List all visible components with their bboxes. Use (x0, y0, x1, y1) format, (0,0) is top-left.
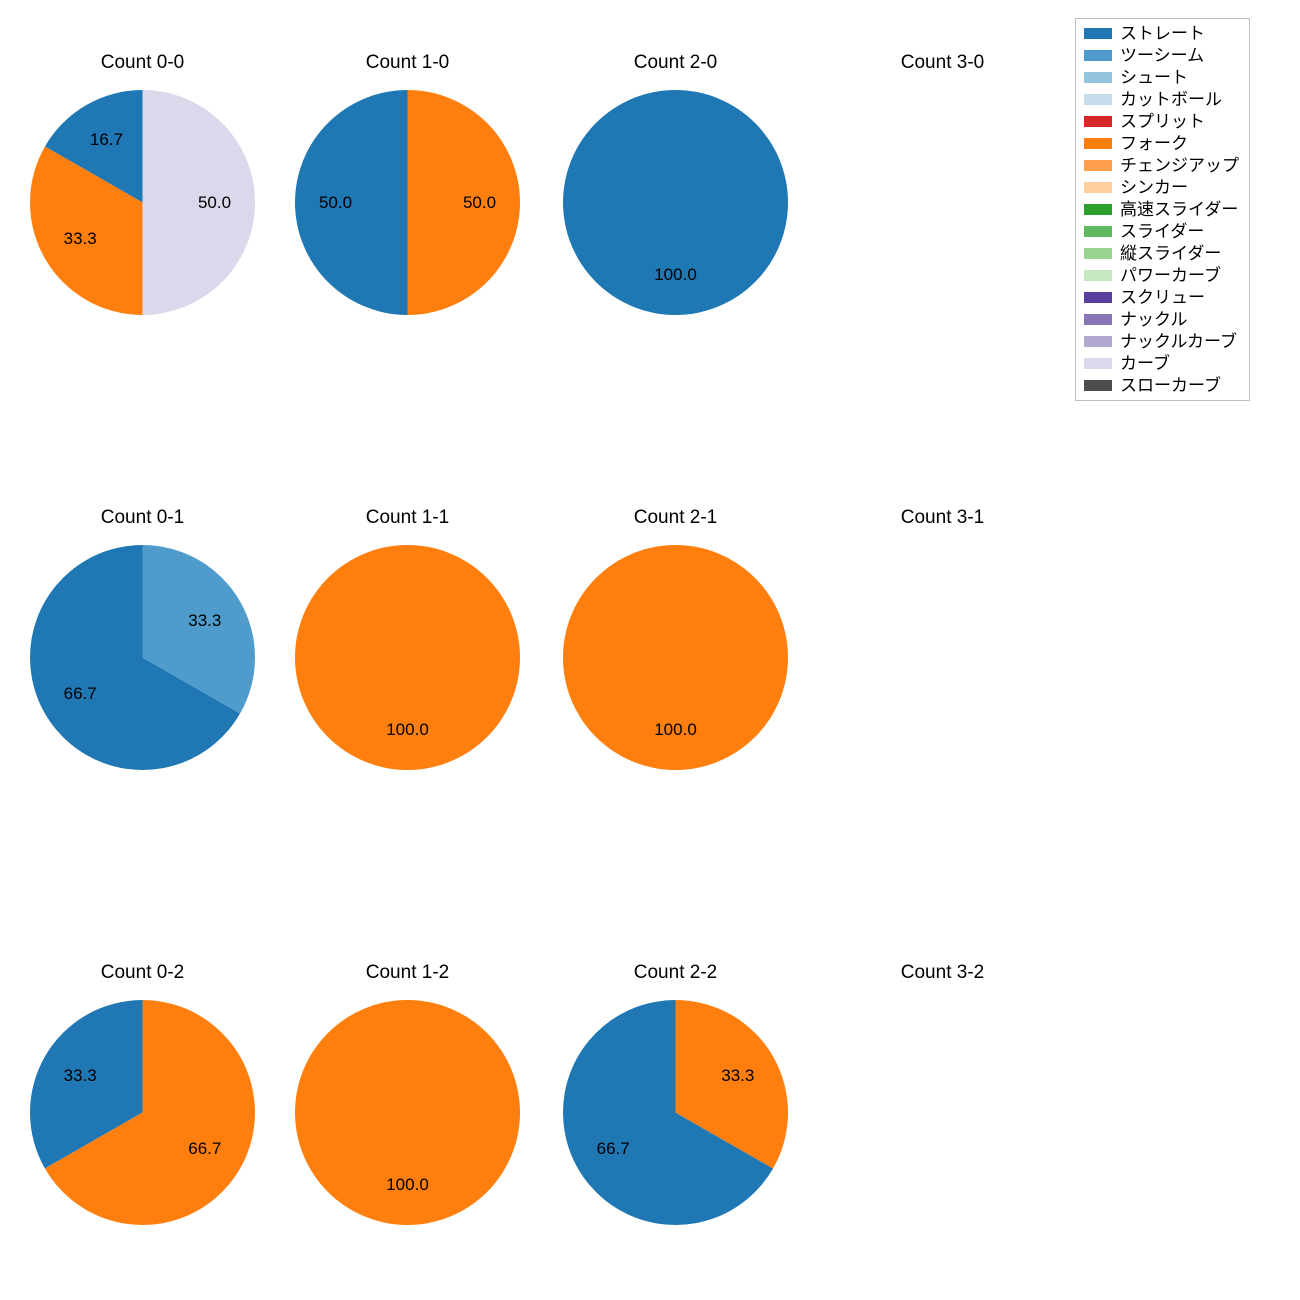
legend-label: フォーク (1120, 135, 1188, 152)
pie-slice-label: 33.3 (64, 229, 97, 249)
legend-item: スプリット (1084, 113, 1239, 130)
legend-swatch (1084, 182, 1112, 193)
pie-chart (563, 1000, 788, 1225)
subplot-title: Count 3-1 (901, 507, 984, 529)
legend-item: チェンジアップ (1084, 157, 1239, 174)
legend-label: チェンジアップ (1120, 157, 1239, 174)
subplot-title: Count 0-0 (101, 52, 184, 74)
pie-slice-label: 33.3 (64, 1066, 97, 1086)
pie-slice-label: 66.7 (188, 1139, 221, 1159)
subplot-count-1-1: Count 1-1100.0 (295, 545, 520, 770)
legend: ストレートツーシームシュートカットボールスプリットフォークチェンジアップシンカー… (1075, 18, 1250, 401)
subplot-count-1-0: Count 1-050.050.0 (295, 90, 520, 315)
subplot-count-2-2: Count 2-266.733.3 (563, 1000, 788, 1225)
pie-slice-label: 100.0 (386, 720, 429, 740)
pie-slice-label: 66.7 (64, 684, 97, 704)
legend-item: 高速スライダー (1084, 201, 1239, 218)
legend-swatch (1084, 380, 1112, 391)
subplot-title: Count 2-0 (634, 52, 717, 74)
legend-item: ツーシーム (1084, 47, 1239, 64)
legend-label: スクリュー (1120, 289, 1205, 306)
legend-label: スローカーブ (1120, 377, 1221, 394)
legend-label: シュート (1120, 69, 1188, 86)
subplot-title: Count 3-2 (901, 962, 984, 984)
legend-item: カーブ (1084, 355, 1239, 372)
legend-item: スライダー (1084, 223, 1239, 240)
legend-swatch (1084, 336, 1112, 347)
subplot-count-3-2: Count 3-2 (830, 1000, 1055, 1225)
chart-canvas: Count 0-0 16.7 33.3 50.0 Count 1-0 50.0 50.0 Co… (0, 0, 1300, 1300)
subplot-count-3-0: Count 3-0 (830, 90, 1055, 315)
pie-slice-label: 100.0 (654, 720, 697, 740)
legend-swatch (1084, 116, 1112, 127)
legend-swatch (1084, 204, 1112, 215)
legend-item: スローカーブ (1084, 377, 1239, 394)
subplot-title: Count 3-0 (901, 52, 984, 74)
legend-swatch (1084, 248, 1112, 259)
legend-label: ツーシーム (1120, 47, 1204, 64)
pie-slice-label: 50.0 (198, 193, 231, 213)
legend-label: スプリット (1120, 113, 1205, 130)
legend-item: ストレート (1084, 25, 1239, 42)
legend-label: 縦スライダー (1120, 245, 1221, 262)
legend-swatch (1084, 314, 1112, 325)
pie-slice-label: 16.7 (90, 130, 123, 150)
legend-item: ナックル (1084, 311, 1239, 328)
legend-label: カットボール (1120, 91, 1222, 108)
pie-slice-label: 100.0 (654, 265, 697, 285)
legend-label: シンカー (1120, 179, 1188, 196)
legend-swatch (1084, 358, 1112, 369)
legend-swatch (1084, 226, 1112, 237)
legend-item: パワーカーブ (1084, 267, 1239, 284)
subplot-count-0-2: Count 0-233.366.7 (30, 1000, 255, 1225)
legend-item: カットボール (1084, 91, 1239, 108)
subplot-count-3-1: Count 3-1 (830, 545, 1055, 770)
legend-swatch (1084, 270, 1112, 281)
legend-swatch (1084, 72, 1112, 83)
legend-label: ストレート (1120, 25, 1205, 42)
subplot-count-2-1: Count 2-1100.0 (563, 545, 788, 770)
legend-label: スライダー (1120, 223, 1204, 240)
pie-slice-label: 33.3 (188, 611, 221, 631)
pie-slice-label: 100.0 (386, 1175, 429, 1195)
subplot-title: Count 2-2 (634, 962, 717, 984)
legend-item: ナックルカーブ (1084, 333, 1239, 350)
subplot-title: Count 1-1 (366, 507, 449, 529)
pie-slice-label: 50.0 (319, 193, 352, 213)
subplot-title: Count 1-2 (366, 962, 449, 984)
legend-item: シュート (1084, 69, 1239, 86)
legend-swatch (1084, 50, 1112, 61)
legend-label: カーブ (1120, 355, 1170, 372)
subplot-title: Count 2-1 (634, 507, 717, 529)
legend-swatch (1084, 28, 1112, 39)
legend-swatch (1084, 292, 1112, 303)
legend-item: スクリュー (1084, 289, 1239, 306)
legend-label: 高速スライダー (1120, 201, 1238, 218)
pie-slice-label: 33.3 (721, 1066, 754, 1086)
pie-slice-label: 50.0 (463, 193, 496, 213)
pie-chart (30, 1000, 255, 1225)
legend-swatch (1084, 94, 1112, 105)
subplot-title: Count 0-1 (101, 507, 184, 529)
subplot-title: Count 1-0 (366, 52, 449, 74)
legend-item: 縦スライダー (1084, 245, 1239, 262)
legend-label: パワーカーブ (1120, 267, 1221, 284)
legend-item: フォーク (1084, 135, 1239, 152)
legend-label: ナックル (1120, 311, 1188, 328)
pie-slice-label: 66.7 (597, 1139, 630, 1159)
legend-swatch (1084, 160, 1112, 171)
subplot-count-2-0: Count 2-0100.0 (563, 90, 788, 315)
subplot-title: Count 0-2 (101, 962, 184, 984)
subplot-count-1-2: Count 1-2100.0 (295, 1000, 520, 1225)
subplot-count-0-0: Count 0-016.733.350.0 (30, 90, 255, 315)
legend-label: ナックルカーブ (1120, 333, 1237, 350)
pie-chart (30, 545, 255, 770)
subplot-count-0-1: Count 0-166.733.3 (30, 545, 255, 770)
legend-item: シンカー (1084, 179, 1239, 196)
legend-swatch (1084, 138, 1112, 149)
